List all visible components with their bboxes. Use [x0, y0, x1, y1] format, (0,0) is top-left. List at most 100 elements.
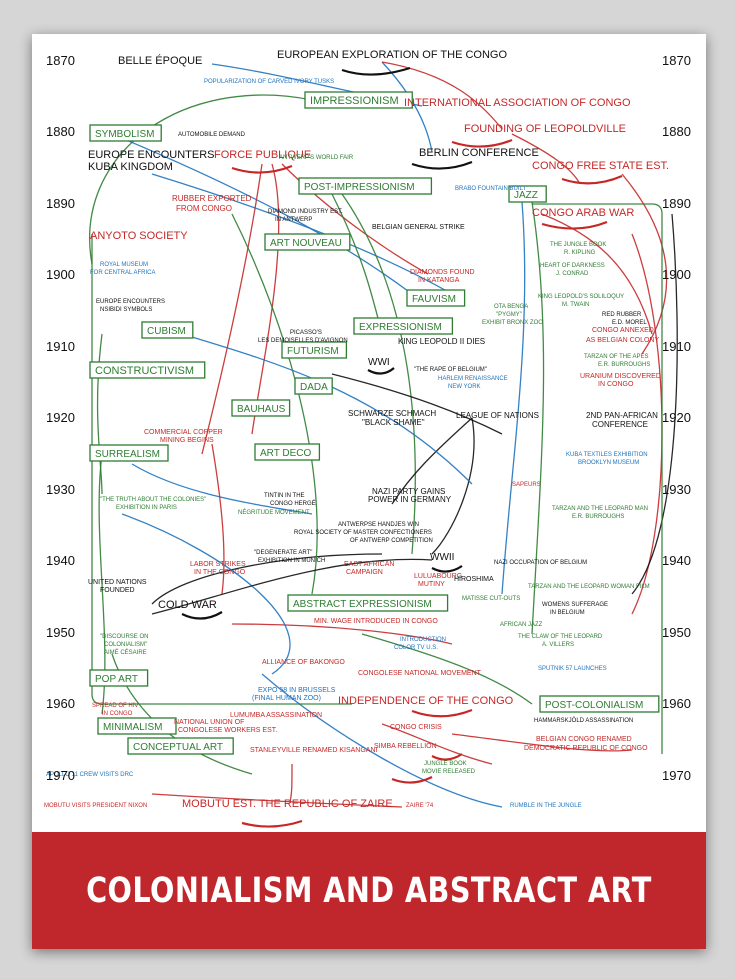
movement-name: FUTURISM: [287, 346, 339, 357]
event-label: "THE TRUTH ABOUT THE COLONIES": [100, 497, 206, 503]
event-label: "BLACK SHAME": [362, 418, 425, 427]
movement-box: JAZZ: [508, 185, 547, 203]
event-label: HAMMARSKJÖLD ASSASSINATION: [534, 717, 633, 724]
event-label: OTA BENGA: [494, 304, 528, 310]
event-label: KING LEOPOLD'S SOLILOQUY: [538, 294, 624, 300]
event-label: LES DEMOISELLES D'AVIGNON: [258, 338, 348, 344]
connection-line: [91, 234, 352, 705]
year-label-right: 1970: [662, 768, 691, 783]
event-label: 2ND PAN-AFRICAN: [586, 411, 658, 420]
event-label: IN KATANGA: [418, 277, 460, 284]
connection-line: [451, 733, 633, 752]
event-label: DIAMONDS FOUND: [410, 269, 475, 276]
event-label: STANLEYVILLE RENAMED KISANGANI: [250, 747, 378, 754]
year-label-left: 1950: [46, 625, 75, 640]
movement-name: SYMBOLISM: [95, 129, 154, 140]
movement-name: CUBISM: [147, 326, 186, 337]
event-label: PICASSO'S: [290, 330, 322, 336]
connection-line: [289, 763, 293, 803]
event-label: "DEGENERATE ART": [254, 550, 312, 556]
event-label: DIAMOND INDUSTRY EST.: [268, 209, 343, 215]
event-label: AIMÉ CÉSAIRE: [104, 649, 147, 656]
event-label: POPULARIZATION OF CARVED IVORY TUSKS: [204, 79, 334, 85]
movement-box: DADA: [294, 377, 333, 395]
movement-box: POST-IMPRESSIONISM: [298, 177, 433, 195]
event-label: CONGOLESE WORKERS EST.: [178, 727, 277, 734]
movement-box: FAUVISM: [406, 289, 466, 307]
year-label-right: 1930: [662, 482, 691, 497]
event-label: IN ANTWERP: [275, 217, 312, 223]
year-label-right: 1890: [662, 196, 691, 211]
event-label: MOVIE RELEASED: [422, 769, 476, 775]
event-label: "PYGMY": [496, 312, 522, 318]
movement-box: POP ART: [89, 669, 149, 687]
event-label: FOR CENTRAL AFRICA: [90, 270, 155, 276]
movement-name: POST-IMPRESSIONISM: [304, 182, 415, 193]
event-label: LULUABOURG: [414, 573, 462, 580]
year-label-left: 1880: [46, 124, 75, 139]
event-label: CONGO ANNEXED: [592, 327, 654, 334]
event-label: RUMBLE IN THE JUNGLE: [510, 803, 582, 809]
event-label: MINING BEGINS: [160, 437, 214, 444]
event-label: NATIONAL UNION OF: [174, 719, 244, 726]
event-label: ANYOTO SOCIETY: [90, 230, 188, 242]
connection-line: [532, 203, 663, 754]
event-label: EAST AFRICAN: [344, 561, 394, 568]
event-label: "THE RAPE OF BELGIUM": [414, 367, 487, 373]
connection-line: [381, 61, 503, 130]
movement-name: EXPRESSIONISM: [359, 322, 442, 333]
event-label: INTERNATIONAL ASSOCIATION OF CONGO: [404, 97, 631, 109]
timeline-diagram: IMPRESSIONISM SYMBOLISM POST-IMPRESSIONISM…: [44, 49, 678, 828]
connection-line: [211, 443, 225, 595]
connection-line: [391, 417, 473, 505]
event-label: NÉGRITUDE MOVEMENT: [238, 509, 310, 516]
event-label: LABOR STRIKES: [190, 561, 246, 568]
movement-name: ABSTRACT EXPRESSIONISM: [293, 599, 432, 610]
event-label: BELLE ÉPOQUE: [118, 54, 202, 67]
connection-line: [231, 623, 453, 645]
event-label: "DISCOURSE ON: [100, 634, 148, 640]
emphasis-swoosh: [561, 174, 623, 185]
event-label: SPUTNIK 57 LAUNCHES: [538, 666, 607, 672]
connection-line: [231, 213, 318, 595]
year-label-left: 1970: [46, 768, 75, 783]
movement-name: ART DECO: [260, 448, 312, 459]
event-label: BRABO FOUNTAIN BUILT: [455, 186, 526, 192]
emphasis-swoosh: [411, 160, 473, 170]
event-label: MOBUTU EST. THE REPUBLIC OF ZAIRE: [182, 798, 393, 810]
event-label: IN THE CONGO: [194, 569, 246, 576]
event-label: INDEPENDENCE OF THE CONGO: [338, 695, 514, 707]
event-label: ZAIRE '74: [406, 803, 434, 809]
movement-name: POP ART: [95, 674, 138, 685]
event-label: MOBUTU VISITS PRESIDENT NIXON: [44, 803, 147, 809]
emphasis-swoosh: [181, 611, 223, 620]
movement-box: SYMBOLISM: [89, 124, 162, 142]
connection-line: [511, 133, 581, 185]
movement-name: POST-COLONIALISM: [545, 700, 643, 711]
event-label: HIROSHIMA: [454, 576, 494, 583]
event-label: E.D. MOREL: [612, 320, 647, 326]
event-label: JUNGLE BOOK: [424, 761, 467, 767]
emphasis-swoosh: [391, 776, 433, 784]
emphasis-swoosh: [541, 220, 608, 230]
movement-name: DADA: [300, 382, 328, 393]
connection-line: [431, 417, 475, 555]
movement-box: ART NOUVEAU: [264, 233, 351, 251]
event-label: EUROPE ENCOUNTERS: [96, 299, 165, 305]
event-label: CONGO CRISIS: [390, 724, 442, 731]
poster: IMPRESSIONISM SYMBOLISM POST-IMPRESSIONISM…: [32, 34, 706, 949]
event-label: WWI: [368, 357, 390, 368]
movement-box: ABSTRACT EXPRESSIONISM: [287, 594, 449, 612]
event-label: (FINAL HUMAN ZOO): [252, 695, 321, 702]
event-label: KUBA KINGDOM: [88, 161, 173, 173]
event-label: INTRODUCTION: [400, 637, 446, 643]
movement-box: CUBISM: [141, 321, 194, 339]
connection-line: [131, 463, 313, 515]
event-label: EUROPEAN EXPLORATION OF THE CONGO: [277, 49, 507, 61]
event-label: CONGO HERGÉ: [270, 500, 316, 507]
connection-line: [261, 673, 503, 808]
event-label: SCHWARZE SCHMACH: [348, 409, 436, 418]
event-labels: EUROPEAN EXPLORATION OF THE CONGO BELLE É…: [44, 49, 669, 810]
event-label: CONGOLESE NATIONAL MOVEMENT: [358, 670, 482, 677]
event-label: CONGO ARAB WAR: [532, 207, 634, 219]
